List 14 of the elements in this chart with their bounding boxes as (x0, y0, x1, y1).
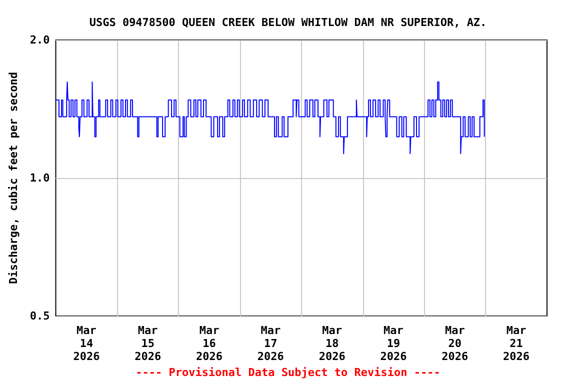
x-tick-label: Mar 20 2026 (442, 324, 469, 363)
x-tick-label: Mar 21 2026 (503, 324, 530, 363)
y-tick-label: 2.0 (30, 34, 50, 46)
text: ---- Provisional Data Subject to Revision ---- (136, 366, 440, 379)
x-tick-label: Mar 19 2026 (380, 324, 408, 363)
x-tick-label: Mar 15 2026 (134, 324, 162, 363)
x-tick-label: Mar 14 2026 (73, 324, 100, 363)
y-tick-label: 1.0 (30, 172, 50, 184)
chart-title: USGS 09478500 QUEEN CREEK BELOW WHITLOW DAM NR SUPERIOR, AZ. (89, 16, 487, 29)
y-tick-label: 0.5 (30, 310, 50, 322)
x-tick-label: Mar 17 2026 (257, 324, 284, 363)
x-tick-label: Mar 18 2026 (318, 324, 346, 363)
y-axis-title: Discharge, cubic feet per second (7, 72, 20, 284)
x-tick-label: Mar 16 2026 (196, 324, 223, 363)
